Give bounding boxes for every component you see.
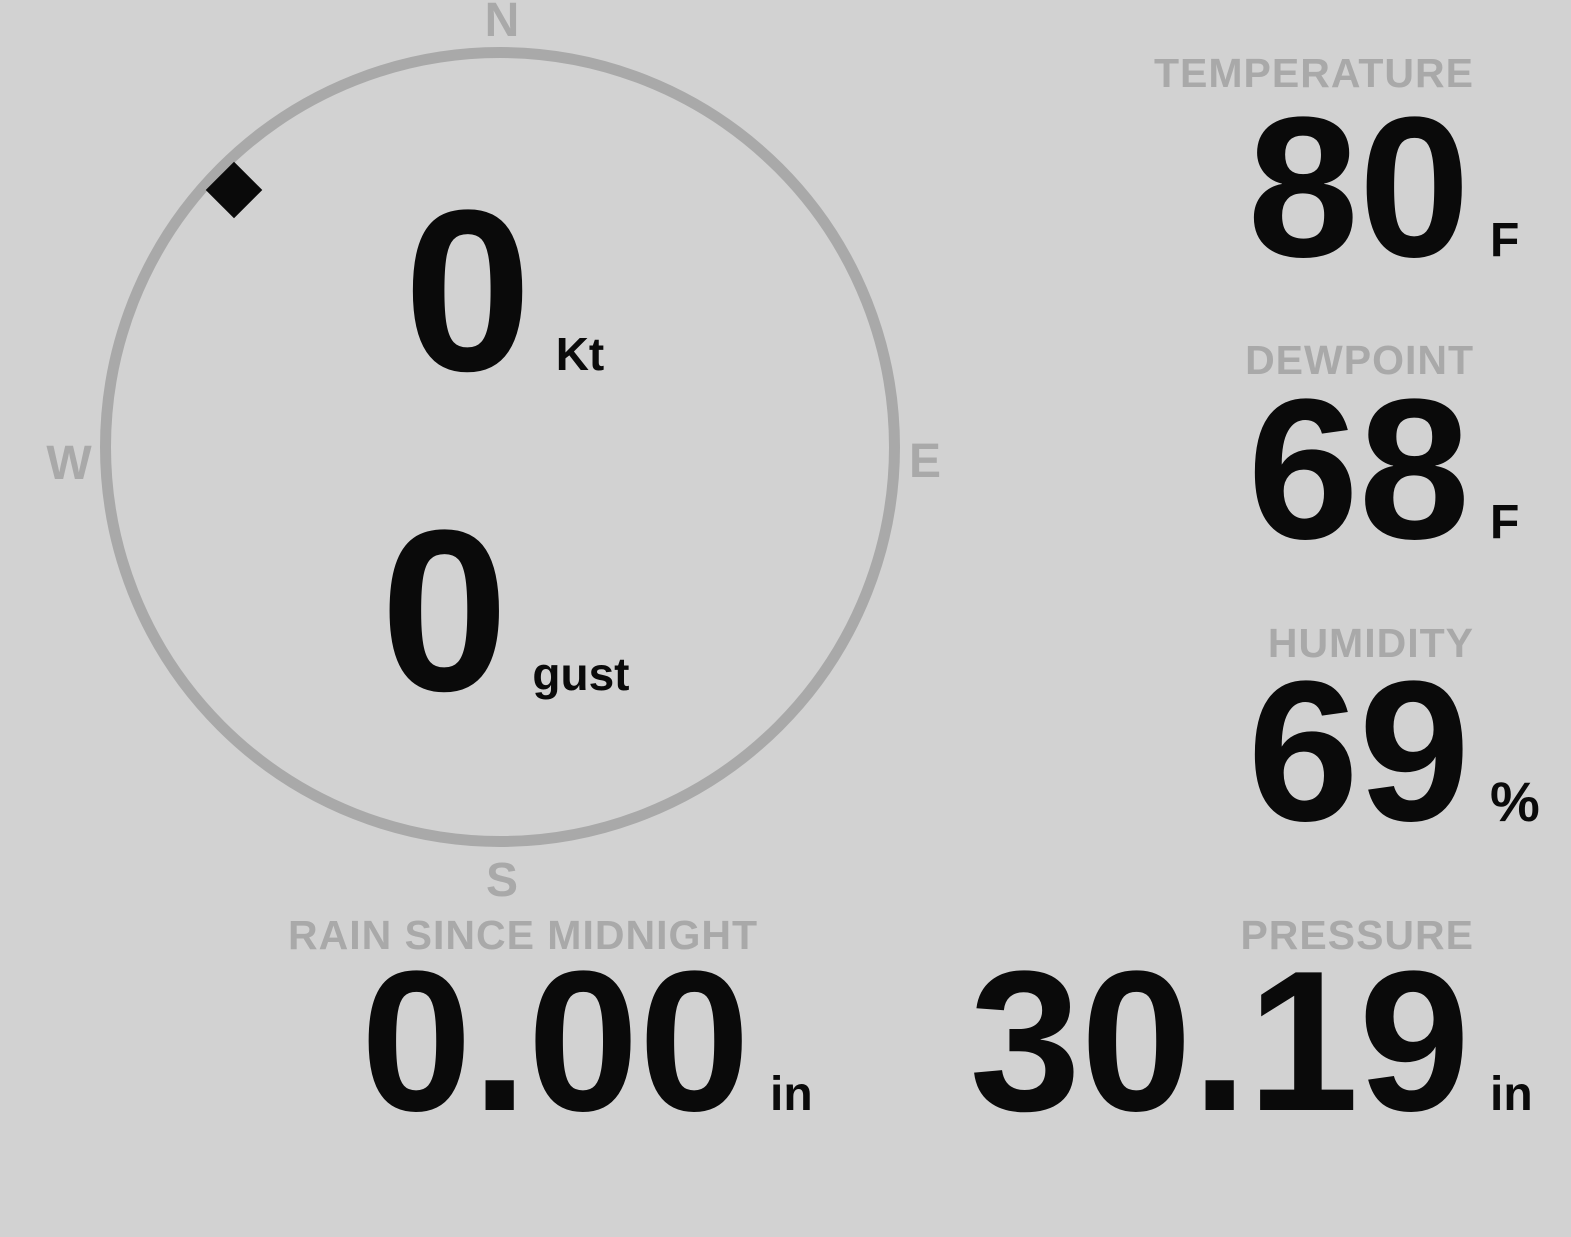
dewpoint-unit: F <box>1490 496 1520 549</box>
temperature-unit: F <box>1490 214 1520 267</box>
dewpoint-label: DEWPOINT <box>1245 337 1474 383</box>
compass-cardinal-east: E <box>908 435 942 488</box>
pressure-unit: in <box>1490 1068 1533 1121</box>
temperature-label: TEMPERATURE <box>1153 50 1474 96</box>
compass-cardinal-west: W <box>46 437 92 490</box>
dewpoint-readout: 68 F <box>1248 370 1520 570</box>
rain-since-midnight-value: 0.00 <box>360 930 750 1153</box>
pressure-value: 30.19 <box>969 930 1471 1153</box>
rain-since-midnight-readout: 0.00 in <box>361 942 813 1142</box>
temperature-readout: 80 F <box>1248 88 1520 288</box>
humidity-unit: % <box>1490 770 1540 833</box>
temperature-value: 80 <box>1247 76 1470 299</box>
wind-speed-value: 0 <box>403 162 532 419</box>
pressure-label: PRESSURE <box>1240 912 1474 958</box>
humidity-value: 69 <box>1247 640 1470 863</box>
wind-gust-value: 0 <box>380 482 509 739</box>
humidity-label: HUMIDITY <box>1267 620 1474 666</box>
rain-since-midnight-label: RAIN SINCE MIDNIGHT <box>288 912 758 958</box>
wind-gust-readout: 0 gust <box>380 496 629 726</box>
wind-speed-readout: 0 Kt <box>404 176 604 406</box>
humidity-readout: 69 % <box>1248 652 1540 852</box>
wind-gust-unit: gust <box>532 648 630 700</box>
compass-cardinal-north: N <box>484 0 520 47</box>
compass-cardinal-south: S <box>485 854 519 907</box>
wind-speed-unit: Kt <box>555 328 605 380</box>
wind-compass-ring <box>100 47 900 847</box>
rain-since-midnight-unit: in <box>770 1068 813 1121</box>
pressure-readout: 30.19 in <box>970 942 1533 1142</box>
dewpoint-value: 68 <box>1247 358 1470 581</box>
